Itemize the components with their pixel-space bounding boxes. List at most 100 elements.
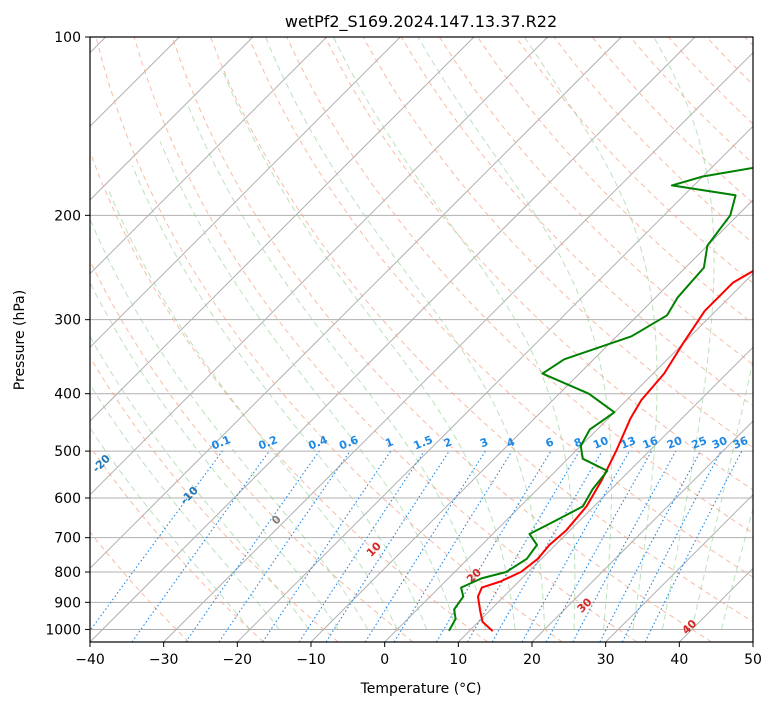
x-tick-label: 30 bbox=[597, 652, 615, 668]
mixing-ratio-label: 16 bbox=[641, 434, 660, 452]
dry-adiabat-line bbox=[210, 37, 753, 623]
moist-adiabat-line bbox=[524, 37, 658, 630]
isotherm-line bbox=[90, 37, 475, 422]
isotherm-line bbox=[90, 37, 622, 570]
x-tick-label: −40 bbox=[75, 652, 105, 668]
dry-adiabat-line bbox=[95, 37, 563, 642]
y-tick-label: 600 bbox=[54, 491, 81, 507]
isotherm-line bbox=[531, 420, 753, 642]
mixing-ratio-line bbox=[218, 450, 351, 642]
y-tick-label: 300 bbox=[54, 313, 81, 329]
mixing-ratio-line bbox=[325, 450, 450, 642]
y-tick-label: 700 bbox=[54, 531, 81, 547]
isotherm-lines bbox=[90, 37, 753, 642]
mixing-ratio-label: 30 bbox=[710, 434, 729, 452]
mixing-ratio-line bbox=[393, 450, 513, 642]
moist-adiabat-line bbox=[159, 141, 457, 630]
mixing-ratio-line bbox=[521, 450, 630, 642]
y-tick-label: 200 bbox=[54, 208, 81, 224]
dry-adiabat-line bbox=[286, 37, 753, 534]
temperature-line bbox=[477, 269, 753, 632]
isotherm-line bbox=[90, 37, 696, 642]
x-tick-label: 50 bbox=[744, 652, 762, 668]
isotherm-line bbox=[90, 37, 401, 349]
sounding-series bbox=[448, 166, 753, 632]
x-tick-label: −30 bbox=[149, 652, 179, 668]
moist-adiabat-line bbox=[90, 217, 369, 630]
mixing-ratio-line bbox=[298, 450, 425, 642]
mixing-ratio-label: 8 bbox=[572, 435, 584, 450]
y-tick-label: 100 bbox=[54, 30, 81, 46]
moist-adiabat-line bbox=[691, 358, 753, 630]
dry-adiabat-line bbox=[90, 531, 190, 642]
dry-adiabat-lines bbox=[90, 37, 753, 642]
x-tick-label: −20 bbox=[223, 652, 253, 668]
mixing-ratio-label: 3 bbox=[478, 435, 490, 450]
dry-adiabat-line bbox=[438, 37, 753, 366]
y-tick-label: 500 bbox=[54, 444, 81, 460]
dry-adiabat-line bbox=[515, 37, 753, 284]
dry-adiabat-line bbox=[171, 37, 712, 642]
mixing-ratio-label: 20 bbox=[665, 434, 684, 452]
isotherm-line bbox=[605, 493, 753, 642]
mixing-ratio-label: 1 bbox=[383, 435, 395, 450]
mixing-ratio-label: 13 bbox=[619, 434, 638, 452]
plot-frame bbox=[89, 36, 754, 643]
dry-adiabat-line bbox=[90, 445, 264, 642]
mixing-ratio-lines bbox=[90, 450, 743, 642]
y-tick-label: 800 bbox=[54, 565, 81, 581]
isotherm-line bbox=[90, 37, 549, 496]
mixing-ratio-line bbox=[572, 450, 677, 642]
moist-adiabat-line bbox=[265, 37, 546, 630]
moist-adiabat-line bbox=[417, 37, 612, 630]
y-tick-label: 1000 bbox=[45, 622, 81, 638]
y-tick-label: 400 bbox=[54, 387, 81, 403]
x-tick-label: 20 bbox=[523, 652, 541, 668]
mixing-ratio-label: 25 bbox=[690, 434, 709, 452]
y-axis-title: Pressure (hPa) bbox=[12, 290, 28, 390]
dry-adiabat-line bbox=[90, 150, 488, 642]
x-tick-label: 40 bbox=[670, 652, 688, 668]
x-axis: −40 −30 −20 −10 0 10 20 30 40 50 bbox=[75, 642, 762, 668]
dry-adiabat-line bbox=[90, 259, 414, 642]
isotherm-line bbox=[236, 125, 753, 642]
moist-adiabat-line bbox=[131, 165, 428, 630]
moist-adiabat-line bbox=[90, 335, 310, 630]
moist-adiabat-line bbox=[90, 427, 251, 630]
isotherm-line bbox=[163, 51, 753, 642]
moist-adiabat-line bbox=[720, 506, 753, 630]
plot-area: 0.10.20.40.611.52346810131620253036-100-… bbox=[90, 37, 753, 642]
moist-adiabat-line bbox=[187, 104, 487, 630]
mixing-ratio-label: 2 bbox=[442, 435, 454, 450]
mixing-ratio-line bbox=[545, 450, 653, 642]
isotherm-line bbox=[384, 272, 753, 642]
moist-adiabat-line bbox=[223, 72, 516, 630]
dry-adiabat-line bbox=[248, 37, 753, 578]
y-tick-label: 900 bbox=[54, 595, 81, 611]
y-axis: 100 200 300 400 500 600 700 800 900 1000 bbox=[45, 30, 90, 638]
x-axis-title: Temperature (°C) bbox=[360, 681, 482, 697]
dry-adiabat-line bbox=[400, 37, 753, 407]
mixing-ratio-line bbox=[262, 450, 392, 642]
moist-adiabat-line bbox=[107, 188, 398, 630]
x-tick-label: 10 bbox=[449, 652, 467, 668]
isotherm-line bbox=[90, 37, 328, 275]
x-tick-label: −10 bbox=[296, 652, 326, 668]
dewpoint-line bbox=[448, 166, 753, 632]
x-tick-label: 0 bbox=[380, 652, 389, 668]
isotherm-line bbox=[90, 37, 254, 201]
pressure-gridlines bbox=[90, 37, 753, 630]
mixing-ratio-line bbox=[644, 450, 743, 642]
dry-adiabat-line bbox=[90, 356, 339, 642]
mixing-ratio-line bbox=[185, 450, 320, 642]
mixing-ratio-line bbox=[131, 450, 270, 642]
isotherm-line bbox=[457, 346, 753, 642]
mixing-ratio-label: 36 bbox=[731, 434, 750, 452]
moist-adiabat-line bbox=[653, 37, 715, 630]
mixing-ratio-label: 10 bbox=[591, 434, 610, 452]
mixing-ratio-line bbox=[90, 450, 223, 632]
chart-title: wetPf2_S169.2024.147.13.37.R22 bbox=[285, 12, 557, 32]
moist-adiabat-line bbox=[90, 281, 339, 630]
